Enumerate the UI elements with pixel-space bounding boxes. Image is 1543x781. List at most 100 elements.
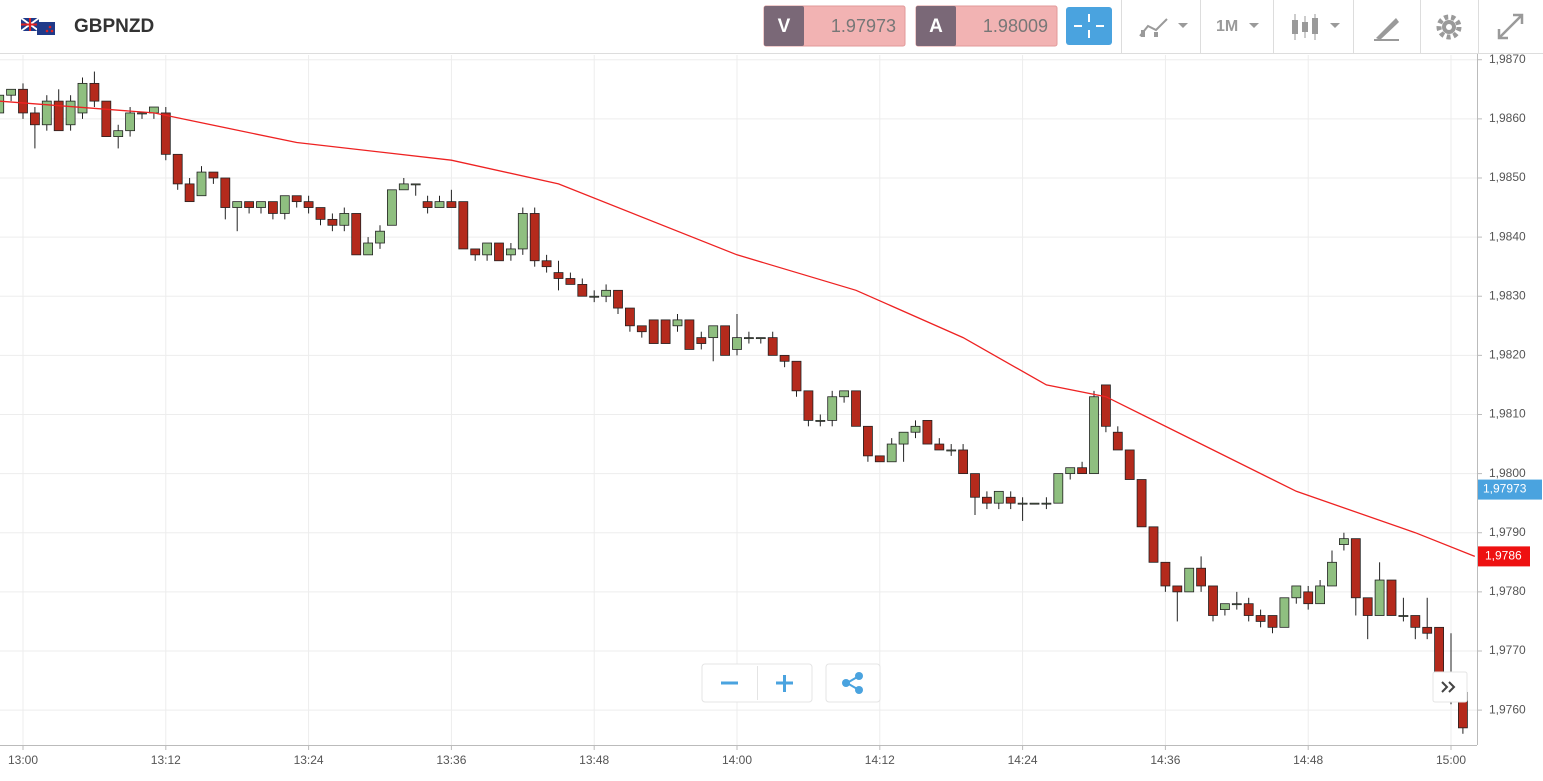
candle-body <box>386 189 397 226</box>
candle-body <box>696 337 707 344</box>
candle-body <box>720 325 730 356</box>
candle-body <box>934 443 945 451</box>
candle-body <box>339 213 350 226</box>
x-tick-label: 14:48 <box>1293 753 1323 767</box>
candle-body <box>886 443 897 463</box>
candle-body <box>89 82 100 102</box>
y-tick-label: 1,9800 <box>1489 466 1526 480</box>
timeframe-button[interactable]: 1M <box>1216 18 1259 35</box>
crosshair-button[interactable] <box>1066 7 1112 45</box>
candle-body <box>613 289 623 309</box>
x-tick-label: 13:24 <box>294 753 324 767</box>
candle-body <box>970 473 980 498</box>
candle-body <box>1184 567 1195 593</box>
y-tick-label: 1,9770 <box>1489 643 1526 657</box>
ma-marker-label: 1,9786 <box>1485 549 1522 563</box>
candle-body <box>29 112 40 126</box>
candle-body <box>1005 496 1016 504</box>
chart-type-button[interactable] <box>1139 18 1188 37</box>
candle-body <box>1291 585 1302 599</box>
candle-body <box>1398 615 1409 617</box>
candle-body <box>565 278 576 285</box>
candle-body <box>125 112 135 132</box>
candle-body <box>1065 467 1076 475</box>
candle-body <box>244 201 255 208</box>
candle-body <box>851 390 861 427</box>
candle-body <box>744 337 754 340</box>
candle-body <box>137 112 147 115</box>
x-tick-label: 14:00 <box>722 753 752 767</box>
scroll-end-button[interactable] <box>1432 671 1468 703</box>
candle-body <box>874 455 885 463</box>
ask-button[interactable]: A 1.98009 <box>915 5 1058 47</box>
candle-body <box>351 213 362 256</box>
candle-body <box>1136 479 1147 528</box>
y-tick-label: 1,9830 <box>1489 288 1526 302</box>
share-button[interactable] <box>825 663 881 703</box>
fullscreen-button[interactable] <box>1497 13 1524 40</box>
zoom-in-button[interactable] <box>776 675 793 692</box>
candle-body <box>410 183 421 186</box>
candle-body <box>1089 396 1099 475</box>
candle-body <box>327 218 338 226</box>
candle-body <box>636 325 647 333</box>
y-tick-label: 1,9780 <box>1489 584 1526 598</box>
candle-body <box>220 177 231 208</box>
y-tick-label: 1,9790 <box>1489 525 1526 539</box>
moving-average-line <box>0 100 1476 558</box>
candle-body <box>993 490 1004 504</box>
candle-style-button[interactable] <box>1292 14 1340 40</box>
ask-price: 1.98009 <box>983 16 1048 36</box>
candle-body <box>1267 615 1278 628</box>
candle-body <box>315 207 326 220</box>
candle-body <box>672 319 683 327</box>
x-tick-label: 13:48 <box>579 753 609 767</box>
candle-body <box>398 183 409 191</box>
price-marker-label: 1,97973 <box>1483 482 1527 496</box>
candle-body <box>172 153 183 185</box>
draw-tool-button[interactable] <box>1374 18 1399 41</box>
candle-body <box>1041 502 1052 505</box>
candle-body <box>232 201 243 208</box>
candle-body <box>458 201 469 250</box>
y-tick-label: 1,9810 <box>1489 407 1526 421</box>
timeframe: 1M <box>1216 18 1238 35</box>
candle-body <box>910 425 921 433</box>
candle-body <box>1112 431 1123 451</box>
x-tick-label: 13:00 <box>8 753 38 767</box>
settings-button[interactable] <box>1436 14 1462 40</box>
x-tick-label: 15:00 <box>1436 753 1466 767</box>
candle-body <box>267 201 278 214</box>
candle-body <box>6 88 16 96</box>
candle-body <box>767 337 778 356</box>
candle-body <box>1303 591 1314 605</box>
candle-body <box>1255 615 1266 622</box>
axes: 1,9760 1,9770 1,9780 1,9790 1,9800 1,9810 1,98… <box>8 52 1542 767</box>
candle-body <box>65 100 76 126</box>
candle-body <box>1124 449 1135 480</box>
candle-body <box>529 213 540 262</box>
candle-body <box>53 100 64 132</box>
candle-body <box>482 242 493 256</box>
candle-body <box>779 354 790 362</box>
candle-body <box>1350 538 1361 599</box>
candle-body <box>1077 467 1087 475</box>
x-tick-label: 13:36 <box>436 753 466 767</box>
y-tick-label: 1,9870 <box>1489 52 1526 66</box>
candle-body <box>755 337 766 340</box>
candle-body <box>291 195 302 203</box>
candle-body <box>470 248 481 256</box>
bid-button[interactable]: V 1.97973 <box>763 5 906 47</box>
candle-body <box>18 88 28 114</box>
y-tick-label: 1,9840 <box>1489 229 1526 243</box>
toolbar-separators <box>1121 0 1479 53</box>
candle-body <box>791 360 802 392</box>
candle-body <box>0 94 5 114</box>
candle-body <box>815 419 826 422</box>
candle-body <box>589 295 600 298</box>
ask-label: A <box>929 16 943 37</box>
candle-body <box>375 230 385 244</box>
ma-marker <box>1478 546 1530 567</box>
candle-body <box>303 201 314 208</box>
